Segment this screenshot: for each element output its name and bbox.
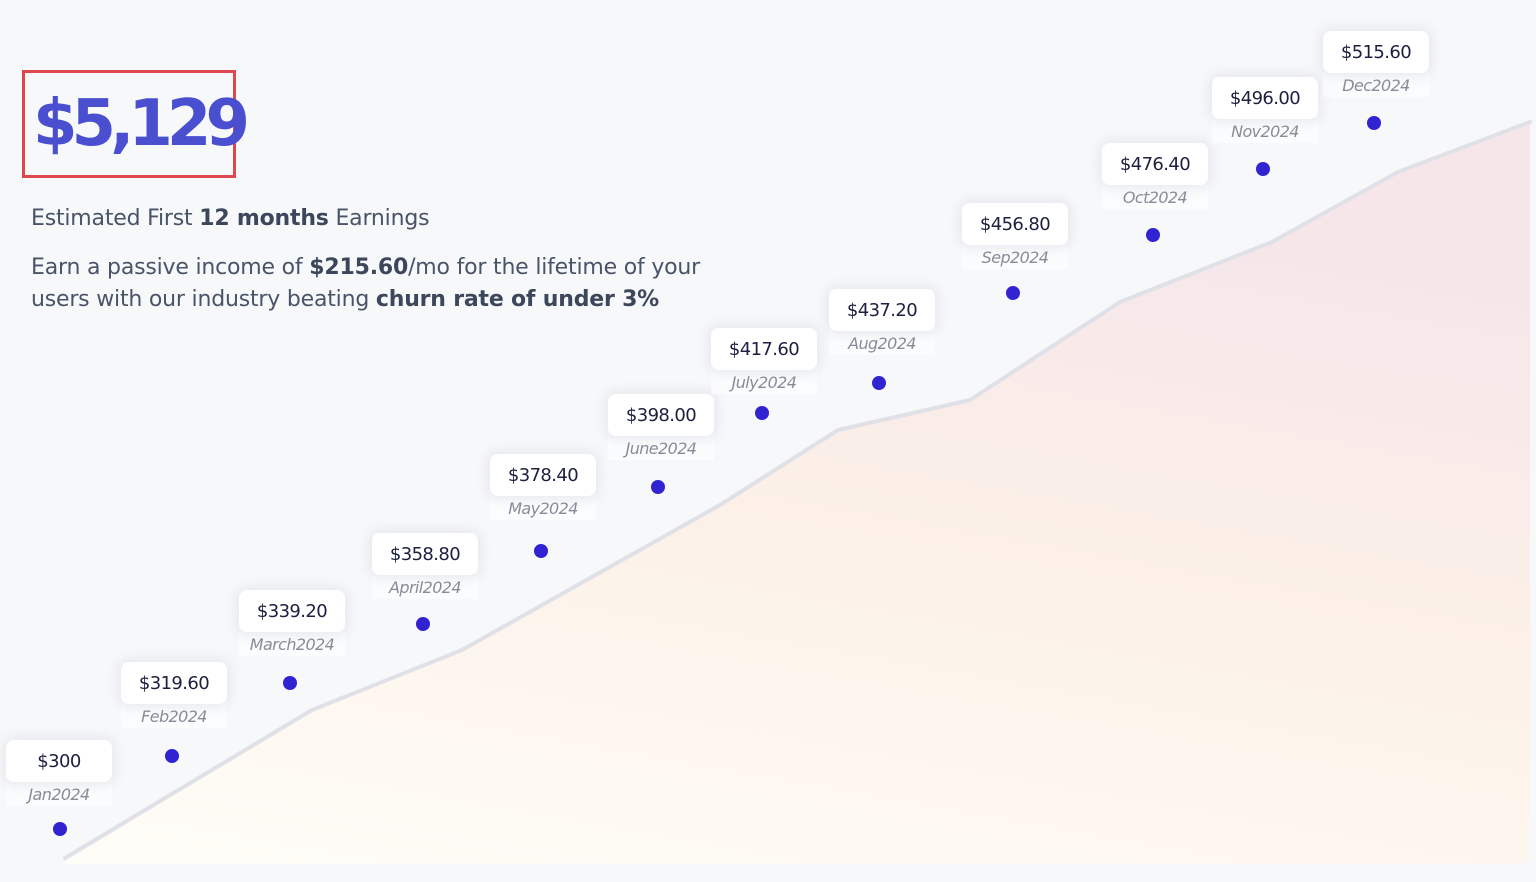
point-month: Aug2024 — [848, 334, 916, 353]
desc-part1: Earn a passive income of — [31, 255, 310, 280]
point-month: Dec2024 — [1342, 76, 1410, 95]
point-month: March2024 — [249, 635, 335, 654]
area-fill — [65, 122, 1530, 864]
point-value: $398.00 — [608, 394, 714, 436]
point-label-aug2024: $437.20 Aug2024 — [829, 289, 935, 355]
point-month: July2024 — [731, 373, 797, 392]
data-point-dot — [755, 406, 769, 420]
point-month: Oct2024 — [1122, 188, 1188, 207]
subtitle-prefix: Estimated First — [31, 206, 200, 231]
point-value: $378.40 — [490, 454, 596, 496]
point-value: $437.20 — [829, 289, 935, 331]
subtitle-bold: 12 months — [199, 206, 329, 231]
point-label-july2024: $417.60 July2024 — [711, 328, 817, 394]
point-label-feb2024: $319.60 Feb2024 — [121, 662, 227, 728]
data-point-dot — [416, 617, 430, 631]
point-value: $300 — [6, 740, 112, 782]
earnings-description: Earn a passive income of $215.60/mo for … — [31, 252, 751, 316]
point-month: Jan2024 — [28, 785, 90, 804]
data-point-dot — [53, 822, 67, 836]
point-month: May2024 — [508, 499, 578, 518]
point-value: $476.40 — [1102, 143, 1208, 185]
earnings-subtitle: Estimated First 12 months Earnings — [31, 206, 430, 231]
data-point-dot — [872, 376, 886, 390]
point-month: April2024 — [389, 578, 461, 597]
point-label-march2024: $339.20 March2024 — [239, 590, 345, 656]
data-point-dot — [283, 676, 297, 690]
point-value: $417.60 — [711, 328, 817, 370]
point-value: $515.60 — [1323, 31, 1429, 73]
point-label-june2024: $398.00 June2024 — [608, 394, 714, 460]
data-point-dot — [651, 480, 665, 494]
data-point-dot — [165, 749, 179, 763]
point-month: Sep2024 — [981, 248, 1049, 267]
point-label-sep2024: $456.80 Sep2024 — [962, 203, 1068, 269]
point-value: $319.60 — [121, 662, 227, 704]
desc-part2: /mo for the lifetime of your users with … — [31, 255, 700, 312]
total-earnings-amount: $5,129 — [33, 87, 250, 161]
point-label-jan2024: $300 Jan2024 — [6, 740, 112, 806]
trend-line — [63, 120, 1532, 860]
point-label-nov2024: $496.00 Nov2024 — [1212, 77, 1318, 143]
data-point-dot — [1146, 228, 1160, 242]
subtitle-suffix: Earnings — [328, 206, 430, 231]
data-point-dot — [1006, 286, 1020, 300]
data-point-dot — [1256, 162, 1270, 176]
point-month: Feb2024 — [141, 707, 207, 726]
point-value: $496.00 — [1212, 77, 1318, 119]
point-label-oct2024: $476.40 Oct2024 — [1102, 143, 1208, 209]
total-earnings-highlight: $5,129 — [22, 70, 250, 178]
point-label-dec2024: $515.60 Dec2024 — [1323, 31, 1429, 97]
data-point-dot — [534, 544, 548, 558]
point-value: $456.80 — [962, 203, 1068, 245]
churn-rate-text: churn rate of under 3% — [375, 287, 660, 312]
point-value: $339.20 — [239, 590, 345, 632]
point-month: June2024 — [625, 439, 697, 458]
point-label-april2024: $358.80 April2024 — [372, 533, 478, 599]
point-month: Nov2024 — [1231, 122, 1299, 141]
data-point-dot — [1367, 116, 1381, 130]
monthly-amount: $215.60 — [309, 255, 409, 280]
point-value: $358.80 — [372, 533, 478, 575]
point-label-may2024: $378.40 May2024 — [490, 454, 596, 520]
